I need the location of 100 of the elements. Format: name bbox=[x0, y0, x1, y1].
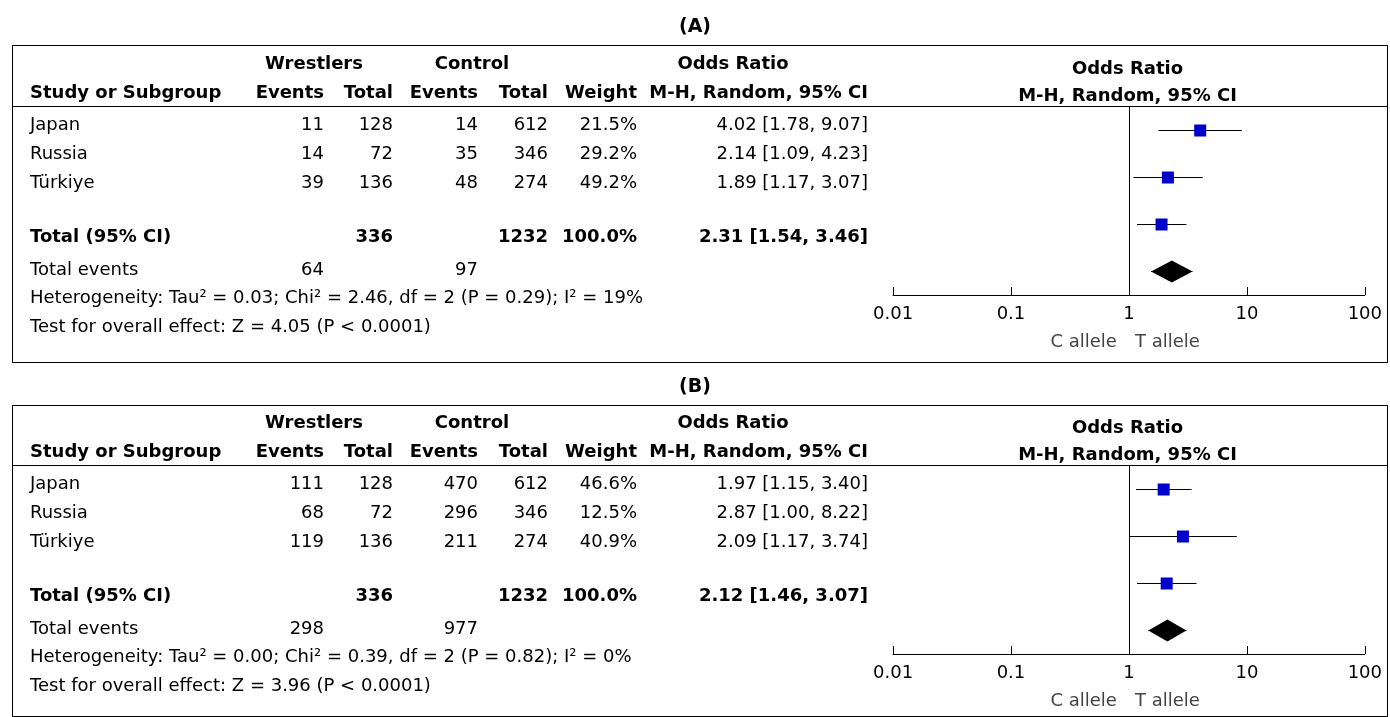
text: 100.0% bbox=[562, 224, 637, 246]
text: 2.31 [1.54, 3.46] bbox=[698, 224, 868, 246]
text: 470 bbox=[443, 471, 478, 493]
text: 72 bbox=[370, 500, 393, 522]
text: 1.89 [1.17, 3.07] bbox=[716, 170, 868, 192]
text: C allele bbox=[1050, 329, 1117, 351]
x-tick-label: 0.01 bbox=[873, 660, 914, 682]
text: 136 bbox=[358, 170, 393, 192]
text: Events bbox=[409, 439, 478, 461]
text: 100.0% bbox=[562, 583, 637, 605]
text: 274 bbox=[513, 170, 548, 192]
text: 612 bbox=[513, 471, 548, 493]
text: 29.2% bbox=[579, 141, 637, 163]
text: 72 bbox=[370, 141, 393, 163]
text: Events bbox=[409, 80, 478, 102]
point bbox=[1155, 218, 1168, 231]
text: 4.02 [1.78, 9.07] bbox=[716, 112, 868, 134]
text: 274 bbox=[513, 529, 548, 551]
text: Events bbox=[255, 80, 324, 102]
text: Test for overall effect: Z = 4.05 (P < 0.0001) bbox=[30, 314, 431, 336]
x-tick-label: 1 bbox=[1123, 301, 1135, 323]
text: Japan bbox=[30, 471, 81, 493]
text: 977 bbox=[443, 616, 478, 638]
chart-subtitle: M-H, Random, 95% CI bbox=[1018, 442, 1237, 464]
text: Control bbox=[434, 51, 510, 73]
text: Heterogeneity: Tau² = 0.03; Chi² = 2.46, df = 2 (P = 0.29); I² = 19% bbox=[30, 285, 644, 307]
point bbox=[1161, 171, 1174, 184]
text: Total (95% CI) bbox=[30, 583, 172, 605]
text: M-H, Random, 95% CI bbox=[649, 80, 868, 102]
text: 40.9% bbox=[579, 529, 637, 551]
text: 128 bbox=[358, 471, 393, 493]
text: Türkiye bbox=[30, 170, 95, 192]
text: Total (95% CI) bbox=[30, 224, 172, 246]
text: Odds Ratio bbox=[677, 51, 789, 73]
text: 1.97 [1.15, 3.40] bbox=[716, 471, 868, 493]
x-tick-label: 1 bbox=[1123, 660, 1135, 682]
text: Weight bbox=[565, 439, 637, 461]
text: 128 bbox=[358, 112, 393, 134]
text: 46.6% bbox=[579, 471, 637, 493]
x-tick-label: 10 bbox=[1235, 301, 1259, 323]
text: 2.87 [1.00, 8.22] bbox=[716, 500, 868, 522]
x-tick-label: 0.01 bbox=[873, 301, 914, 323]
text: 346 bbox=[513, 500, 548, 522]
text: 14 bbox=[301, 141, 324, 163]
text: 211 bbox=[443, 529, 478, 551]
text: C allele bbox=[1050, 688, 1117, 710]
text: T allele bbox=[1133, 688, 1200, 710]
x-tick-label: 10 bbox=[1235, 660, 1259, 682]
chart-subtitle: M-H, Random, 95% CI bbox=[1018, 83, 1237, 105]
text: (A) bbox=[678, 14, 712, 36]
text: 1232 bbox=[497, 583, 548, 605]
text: 336 bbox=[355, 583, 393, 605]
x-tick-label: 100 bbox=[1347, 301, 1382, 323]
text: Russia bbox=[30, 141, 88, 163]
text: Total bbox=[343, 439, 393, 461]
text: 68 bbox=[301, 500, 324, 522]
text: Test for overall effect: Z = 3.96 (P < 0.0001) bbox=[30, 673, 431, 695]
text: Total bbox=[343, 80, 393, 102]
x-tick-label: 0.1 bbox=[996, 301, 1026, 323]
text: Total events bbox=[30, 257, 139, 279]
text: (B) bbox=[679, 374, 711, 396]
text: 11 bbox=[301, 112, 324, 134]
text: 35 bbox=[455, 141, 478, 163]
text: 1232 bbox=[497, 224, 548, 246]
text: Control bbox=[434, 410, 510, 432]
text: Total bbox=[498, 80, 548, 102]
text: M-H, Random, 95% CI bbox=[649, 439, 868, 461]
point bbox=[1194, 124, 1207, 137]
text: 12.5% bbox=[579, 500, 637, 522]
text: 612 bbox=[513, 112, 548, 134]
point bbox=[1176, 530, 1189, 543]
text: 296 bbox=[443, 500, 478, 522]
text: Weight bbox=[565, 80, 637, 102]
text: Total events bbox=[30, 616, 139, 638]
text: Wrestlers bbox=[265, 51, 363, 73]
x-tick-label: 100 bbox=[1347, 660, 1382, 682]
text: 2.14 [1.09, 4.23] bbox=[716, 141, 868, 163]
text: Odds Ratio bbox=[677, 410, 789, 432]
text: 2.12 [1.46, 3.07] bbox=[698, 583, 868, 605]
text: 48 bbox=[455, 170, 478, 192]
text: Study or Subgroup bbox=[30, 439, 222, 461]
chart-title: Odds Ratio bbox=[1071, 415, 1184, 437]
text: 111 bbox=[289, 471, 324, 493]
text: Study or Subgroup bbox=[30, 80, 222, 102]
text: Events bbox=[255, 439, 324, 461]
chart-title: Odds Ratio bbox=[1071, 56, 1184, 78]
text: 119 bbox=[289, 529, 324, 551]
text: 64 bbox=[301, 257, 324, 279]
text: 39 bbox=[301, 170, 324, 192]
text: Heterogeneity: Tau² = 0.00; Chi² = 0.39, df = 2 (P = 0.82); I² = 0% bbox=[30, 644, 632, 666]
text: Total bbox=[498, 439, 548, 461]
point bbox=[1157, 483, 1170, 496]
x-tick-label: 0.1 bbox=[996, 660, 1026, 682]
text: Japan bbox=[30, 112, 81, 134]
text: 97 bbox=[455, 257, 478, 279]
text: 346 bbox=[513, 141, 548, 163]
text: Türkiye bbox=[30, 529, 95, 551]
text: 336 bbox=[355, 224, 393, 246]
point bbox=[1160, 577, 1173, 590]
text: 14 bbox=[455, 112, 478, 134]
